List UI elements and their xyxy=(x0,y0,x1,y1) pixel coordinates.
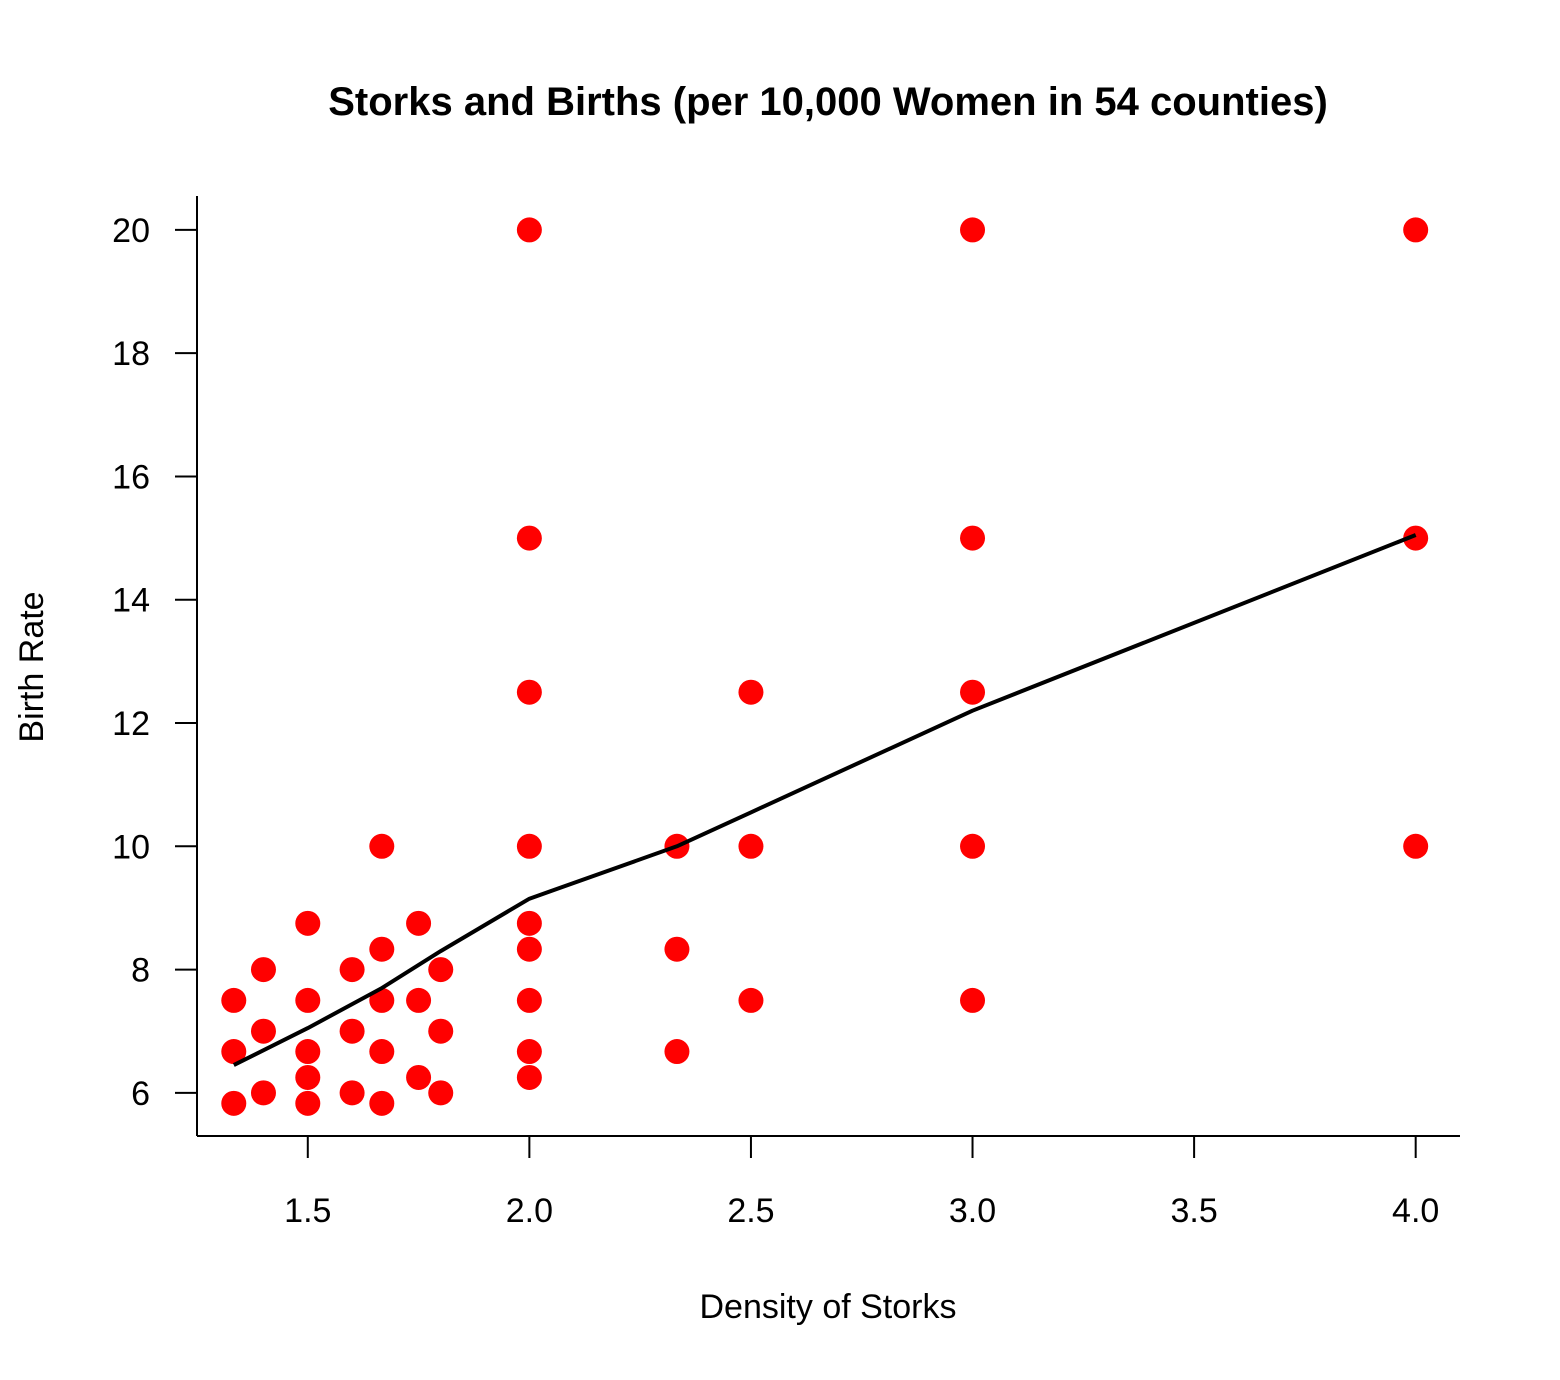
data-point xyxy=(664,1039,690,1065)
y-tick-label: 20 xyxy=(112,212,150,250)
data-point xyxy=(1403,217,1429,243)
data-point xyxy=(738,833,764,859)
x-tick-label: 1.5 xyxy=(284,1192,331,1230)
y-tick-label: 14 xyxy=(112,582,150,620)
scatter-points xyxy=(221,217,1429,1116)
data-point xyxy=(1403,525,1429,551)
data-point xyxy=(516,1064,542,1090)
data-point xyxy=(516,525,542,551)
data-point xyxy=(960,987,986,1013)
data-point xyxy=(428,1080,454,1106)
data-point xyxy=(738,679,764,705)
chart-title: Storks and Births (per 10,000 Women in 5… xyxy=(328,80,1328,124)
y-tick-label: 16 xyxy=(112,458,150,496)
data-point xyxy=(516,833,542,859)
x-tick-label: 3.5 xyxy=(1170,1192,1217,1230)
trend-line xyxy=(232,533,1417,1067)
data-point xyxy=(250,957,276,983)
data-point xyxy=(295,1039,321,1065)
data-point xyxy=(250,1080,276,1106)
data-point xyxy=(516,910,542,936)
data-point xyxy=(960,217,986,243)
y-axis-label: Birth Rate xyxy=(13,591,51,742)
data-point xyxy=(738,987,764,1013)
x-tick-label: 4.0 xyxy=(1392,1192,1439,1230)
data-point xyxy=(295,910,321,936)
data-point xyxy=(369,1090,395,1116)
data-point xyxy=(250,1018,276,1044)
data-point xyxy=(428,1018,454,1044)
data-point xyxy=(516,987,542,1013)
data-point xyxy=(960,833,986,859)
trend-line-group xyxy=(232,533,1417,1067)
data-point xyxy=(406,1064,432,1090)
data-point xyxy=(295,1064,321,1090)
data-point xyxy=(516,679,542,705)
data-point xyxy=(406,910,432,936)
data-point xyxy=(664,936,690,962)
y-tick-label: 8 xyxy=(131,952,150,990)
x-axis-label: Density of Storks xyxy=(700,1288,957,1326)
data-point xyxy=(221,987,247,1013)
y-tick-label: 12 xyxy=(112,705,150,743)
x-tick-label: 2.0 xyxy=(506,1192,553,1230)
data-point xyxy=(339,1018,365,1044)
data-point xyxy=(428,957,454,983)
data-point xyxy=(516,1039,542,1065)
data-point xyxy=(406,987,432,1013)
x-tick-label: 2.5 xyxy=(727,1192,774,1230)
y-tick-label: 18 xyxy=(112,335,150,373)
x-axis-ticks: 1.5 2.0 2.5 3.0 3.5 4.0 xyxy=(284,1136,1439,1230)
data-point xyxy=(295,987,321,1013)
y-tick-label: 6 xyxy=(131,1075,150,1113)
data-point xyxy=(369,936,395,962)
data-point xyxy=(295,1090,321,1116)
data-point xyxy=(369,833,395,859)
data-point xyxy=(339,957,365,983)
y-tick-label: 10 xyxy=(112,828,150,866)
data-point xyxy=(960,525,986,551)
data-point xyxy=(221,1090,247,1116)
y-axis-ticks: 6 8 10 12 14 16 18 20 xyxy=(112,212,197,1113)
data-point xyxy=(516,936,542,962)
data-point xyxy=(516,217,542,243)
data-point xyxy=(221,1039,247,1065)
data-point xyxy=(1403,833,1429,859)
data-point xyxy=(369,987,395,1013)
x-tick-label: 3.0 xyxy=(949,1192,996,1230)
data-point xyxy=(960,679,986,705)
data-point xyxy=(369,1039,395,1065)
data-point xyxy=(339,1080,365,1106)
